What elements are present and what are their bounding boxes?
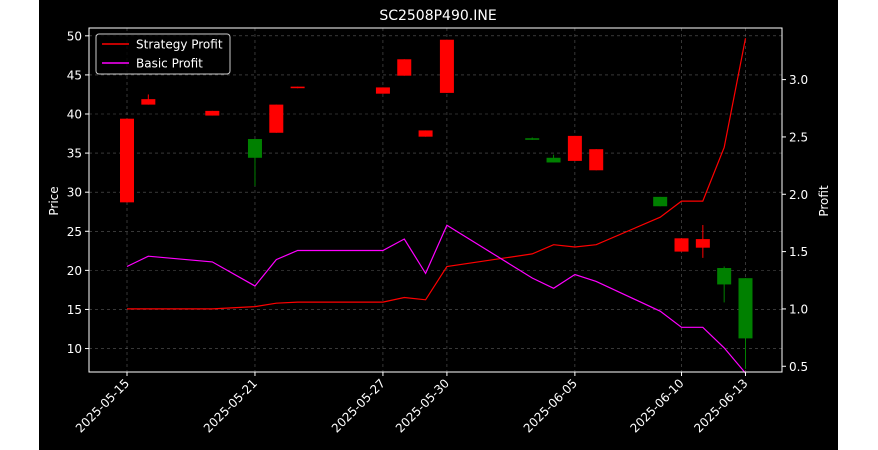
candle-body [695,239,710,248]
profit-lines [126,38,747,374]
chart-title: SC2508P490.INE [379,8,496,24]
x-tick-label: 2025-05-21 [201,376,260,435]
y-tick-label: 25 [67,225,82,239]
y2-tick-label: 1.0 [789,302,808,316]
y-axis-label: Price [47,186,61,215]
candle-body [674,238,689,252]
candle-body [141,99,156,105]
y2-tick-label: 2.5 [789,130,808,144]
candle-body [397,59,412,76]
x-axis: 2025-05-15 2025-05-21 2025-05-27 2025-05-30… [73,372,751,435]
candle-body [375,87,390,94]
basic-profit-line [126,224,746,374]
x-tick-label: 2025-05-27 [329,376,388,435]
candle-body [247,139,262,158]
left-y-axis: 10 15 20 25 30 35 40 45 50 [67,29,89,356]
y2-tick-label: 1.5 [789,245,808,259]
y-tick-label: 35 [67,147,82,161]
y-tick-label: 10 [67,342,82,356]
strategy-profit-line [127,38,747,310]
legend-box [95,33,231,75]
candle-body [205,110,220,116]
x-tick-label: 2025-06-10 [627,376,686,435]
legend: Strategy Profit Basic Profit [95,33,231,75]
right-y-axis: 0.5 1.0 1.5 2.0 2.5 3.0 [782,73,808,374]
candle-body [120,118,134,203]
y2-tick-label: 0.5 [789,360,808,374]
plot-frame [88,27,783,373]
candle-body [525,138,540,140]
candle-body [567,135,582,161]
candle-body [589,149,604,171]
candle-body [738,278,753,339]
x-tick-label: 2025-06-13 [691,376,750,435]
y-tick-label: 20 [67,264,82,278]
grid [89,28,782,372]
candle-body [290,86,305,89]
y2-tick-label: 3.0 [789,73,808,87]
y-tick-label: 40 [67,108,82,122]
x-tick-label: 2025-05-15 [73,376,132,435]
candle-body [439,39,454,93]
legend-label: Strategy Profit [136,38,223,52]
x-tick-label: 2025-06-05 [521,376,580,435]
candles [120,39,753,369]
y-tick-label: 15 [67,303,82,317]
legend-label: Basic Profit [136,57,203,71]
candle-body [653,196,668,207]
candle-body [269,104,284,133]
y2-axis-label: Profit [817,185,831,217]
candle-body [418,130,433,137]
y-tick-label: 30 [67,186,82,200]
y-tick-label: 50 [67,29,82,43]
candle-body [546,157,561,163]
y2-tick-label: 2.0 [789,188,808,202]
y-tick-label: 45 [67,68,82,82]
candle-body [717,268,732,285]
x-tick-label: 2025-05-30 [393,376,452,435]
